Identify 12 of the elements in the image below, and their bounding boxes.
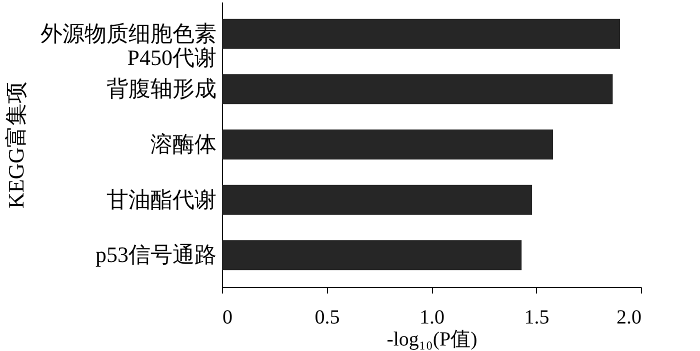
- x-tick-label: 0.5: [314, 306, 340, 328]
- y-tick-label: 背腹轴形成: [106, 76, 216, 102]
- y-tick-label: 甘油酯代谢: [106, 186, 216, 212]
- x-tick-label: 0: [222, 306, 232, 328]
- x-tick-label: 1.5: [524, 306, 550, 328]
- y-tick-label: p53信号通路: [96, 242, 216, 268]
- y-tick-label: 溶酶体: [150, 132, 216, 156]
- x-tick-label: 2.0: [616, 306, 642, 328]
- y-axis-title: KEGG富集项: [4, 81, 28, 209]
- x-tick-label: 1.0: [420, 306, 444, 328]
- y-tick-label: 外源物质细胞色素 P450代谢: [40, 20, 216, 70]
- x-axis-title: -log₁₀(P值): [386, 328, 478, 350]
